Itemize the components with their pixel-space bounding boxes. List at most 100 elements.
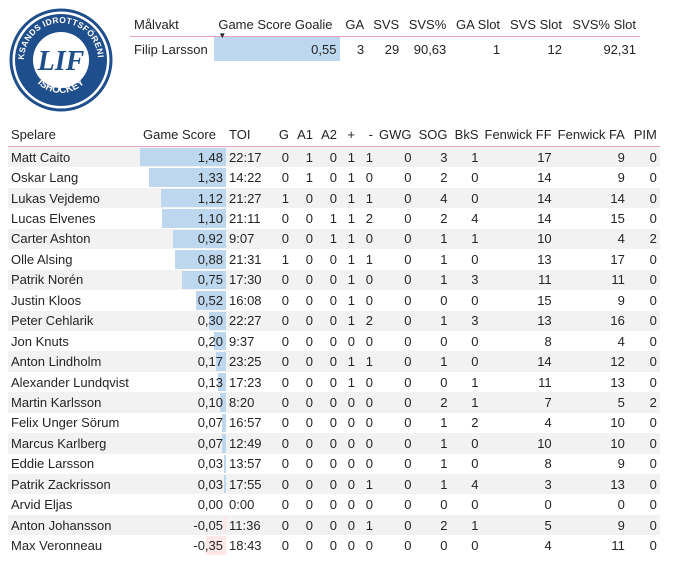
table-row[interactable]: Arvid Eljas 0,00 0:00 0 0 0 0 0 0 0 0 0 0 0 [8,494,660,514]
cell-sog: 0 [440,292,448,308]
goalie-table: Målvakt Game Score Goalie ▼ GA SVS SVS% G… [130,12,640,61]
goalie-header-svs[interactable]: SVS [373,16,400,32]
goalie-ga-slot: 1 [492,41,501,57]
cell-toi: 9:37 [229,333,255,349]
table-row[interactable]: Felix Unger Sörum 0,07 16:57 0 0 0 0 0 0 1 2 4 10 0 [8,413,660,433]
goalie-header-ga-slot[interactable]: GA Slot [455,16,501,32]
cell-gwg: 0 [376,310,415,331]
cell-a1: 0 [292,310,316,331]
cell-a1: 1 [305,170,313,186]
table-row[interactable]: Jon Knuts 0,20 9:37 0 0 0 0 0 0 0 0 8 4 0 [8,331,660,351]
table-row[interactable]: Anton Johansson -0,05 11:36 0 0 0 0 1 0 2 1 5 9 0 [8,514,660,536]
cell-pim: 0 [627,474,660,495]
cell-toi: 21:27 [226,187,272,209]
goalie-header-svs-pct[interactable]: SVS% [408,16,447,32]
cell-a1: 0 [292,187,316,209]
goalie-header-ga[interactable]: GA [345,16,365,32]
table-row[interactable]: Patrik Zackrisson 0,03 17:55 0 0 0 0 1 0 1 4 3 13 0 [8,474,660,495]
game-score-bar [140,148,226,167]
svg-text:ISHOCKEY: ISHOCKEY [35,77,87,96]
header-pim[interactable]: PIM [633,126,657,142]
cell-plus: 1 [347,211,355,227]
cell-ff: 3 [481,474,555,495]
goalie-svs: 29 [384,41,400,57]
table-row[interactable]: Matt Caito 1,48 22:17 0 1 0 1 1 0 3 1 17 9 0 [8,146,660,168]
table-row[interactable]: Olle Alsing 0,88 21:31 1 0 0 1 1 0 1 0 13 17 0 [8,249,660,269]
player-name: Peter Cehlarik [8,310,140,331]
cell-fa: 4 [617,333,625,349]
table-row[interactable]: Carter Ashton 0,92 9:07 0 0 1 1 0 0 1 1 10 4 2 [8,228,660,250]
header-game-score[interactable]: Game Score [143,126,216,142]
header-sog[interactable]: SOG [418,126,448,142]
player-name: Carter Ashton [8,228,140,250]
cell-fa: 5 [554,392,628,413]
header-a1[interactable]: A1 [297,126,313,142]
goalie-header-svs-pct-slot[interactable]: SVS% Slot [572,16,636,32]
table-row[interactable]: Eddie Larsson 0,03 13:57 0 0 0 0 0 0 1 0 8 9 0 [8,454,660,474]
header-player[interactable]: Spelare [11,126,56,142]
cell-sog: 2 [440,170,448,186]
game-score-bar [218,372,226,392]
table-row[interactable]: Max Veronneau -0,35 18:43 0 0 0 0 0 0 0 0 4 11 0 [8,535,660,555]
game-score-bar [214,331,226,351]
header-fenwick-fa[interactable]: Fenwick FA [557,126,625,142]
goalie-row[interactable]: Filip Larsson 0,55 3 29 90,63 1 12 92,31 [130,36,640,61]
game-score-value: 0,10 [197,394,223,410]
header-fenwick-ff[interactable]: Fenwick FF [484,126,552,142]
table-row[interactable]: Alexander Lundqvist 0,13 17:23 0 0 0 1 0 0 0 1 11 13… [8,372,660,392]
cell-minus: 0 [358,228,376,250]
cell-ff: 11 [538,374,552,390]
cell-minus: 1 [365,251,373,267]
cell-toi: 21:31 [229,251,262,267]
cell-minus: 0 [365,333,373,349]
header-bks[interactable]: BkS [454,126,479,142]
player-name: Justin Kloos [11,292,82,308]
table-row[interactable]: Patrik Norén 0,75 17:30 0 0 0 1 0 0 1 3 11 11 0 [8,269,660,291]
cell-gwg: 0 [404,497,412,513]
goalie-header-svs-slot[interactable]: SVS Slot [509,16,563,32]
cell-minus: 0 [365,170,373,186]
cell-ff: 14 [481,351,555,372]
cell-bks: 4 [450,474,482,495]
cell-toi: 14:22 [229,170,262,186]
game-score-value: 0,13 [197,374,223,390]
cell-g: 0 [272,351,292,372]
cell-fa: 9 [617,456,625,472]
cell-toi: 17:55 [226,474,272,495]
header-plus[interactable]: + [347,126,355,142]
game-score-cell: 0,88 [140,249,226,269]
header-goals[interactable]: G [278,126,289,142]
cell-bks: 0 [471,538,479,554]
cell-bks: 1 [450,146,482,168]
header-minus[interactable]: - [368,126,373,142]
game-score-cell: 0,17 [140,351,226,372]
table-row[interactable]: Martin Karlsson 0,10 8:20 0 0 0 0 0 0 2 1 7 5 2 [8,392,660,413]
cell-toi: 13:57 [229,456,262,472]
cell-sog: 2 [414,392,451,413]
table-row[interactable]: Lukas Vejdemo 1,12 21:27 1 0 0 1 1 0 4 0 14 14 0 [8,187,660,209]
goalie-header-game-score[interactable]: Game Score Goalie ▼ [214,12,340,40]
cell-a1: 0 [305,538,313,554]
cell-bks: 2 [471,415,479,431]
player-name: Lucas Elvenes [11,211,96,227]
table-row[interactable]: Peter Cehlarik 0,30 22:27 0 0 0 1 2 0 1 3 13 16 0 [8,310,660,331]
cell-pim: 0 [627,187,660,209]
goalie-ga: 3 [356,41,365,57]
cell-ff: 7 [481,392,555,413]
header-a2[interactable]: A2 [321,126,337,142]
cell-a1: 0 [305,374,313,390]
cell-sog: 1 [414,310,451,331]
table-row[interactable]: Justin Kloos 0,52 16:08 0 0 0 1 0 0 0 0 15 9 0 [8,290,660,310]
cell-plus: 0 [347,456,355,472]
table-row[interactable]: Marcus Karlberg 0,07 12:49 0 0 0 0 0 0 1 0 10 10 0 [8,433,660,454]
cell-toi: 0:00 [229,497,255,513]
table-row[interactable]: Anton Lindholm 0,17 23:25 0 0 0 1 1 0 1 0 14 12 0 [8,351,660,372]
table-row[interactable]: Lucas Elvenes 1,10 21:11 0 0 1 1 2 0 2 4 14 15 0 [8,208,660,228]
cell-bks: 1 [450,514,482,536]
header-toi[interactable]: TOI [229,126,251,142]
cell-a2: 0 [316,433,340,454]
table-row[interactable]: Oskar Lang 1,33 14:22 0 1 0 1 0 0 2 0 14 9 0 [8,167,660,187]
cell-pim: 0 [649,456,657,472]
header-gwg[interactable]: GWG [379,126,412,142]
goalie-header-name[interactable]: Målvakt [134,16,179,32]
